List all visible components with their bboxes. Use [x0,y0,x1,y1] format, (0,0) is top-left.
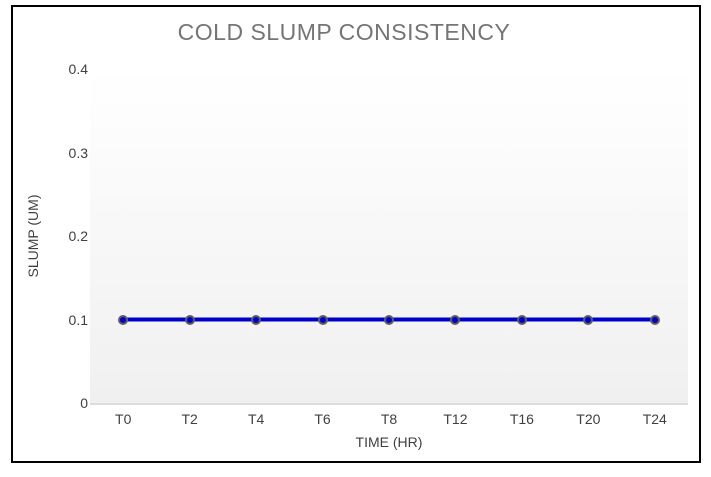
data-point-marker [251,314,262,325]
x-tick-label: T2 [181,411,198,427]
x-axis-ticks: T0 T2 T4 T6 T8 T12 T16 T20 T24 [90,411,688,429]
chart-title: COLD SLUMP CONSISTENCY [177,19,511,45]
y-tick-label: 0 [80,395,88,411]
y-axis-ticks: 0 0.1 0.2 0.3 0.4 [43,61,88,411]
y-tick-label: 0.2 [68,228,88,244]
y-axis-title: SLUMP (UM) [25,194,41,278]
x-tick-label: T16 [509,411,534,427]
x-tick-label: T4 [247,411,265,427]
plot-area [90,69,688,405]
x-tick-label: T6 [314,411,331,427]
data-point-marker [450,314,461,325]
x-tick-label: T0 [115,411,132,427]
data-point-marker [649,314,660,325]
series-line [90,69,688,403]
data-point-marker [317,314,328,325]
x-tick-label: T8 [380,411,398,427]
data-point-marker [516,314,527,325]
x-tick-label: T20 [576,411,601,427]
y-tick-label: 0.4 [68,61,88,77]
data-point-marker [384,314,394,325]
x-tick-label: T24 [642,411,667,427]
x-axis-title: TIME (HR) [355,434,423,450]
chart-frame: COLD SLUMP CONSISTENCY SLUMP (UM) 0 0.1 0.… [11,5,701,463]
y-tick-label: 0.1 [68,311,88,328]
y-tick-label: 0.3 [68,144,88,161]
data-point-marker [118,314,129,325]
data-point-marker [583,314,594,325]
data-point-marker [184,314,195,325]
x-tick-label: T12 [443,411,468,427]
